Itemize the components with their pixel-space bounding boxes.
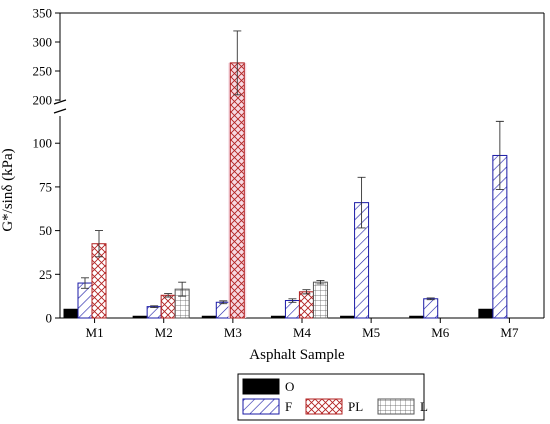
bar-pl-m4 [298, 291, 314, 319]
x-tick-label: M1 [86, 325, 104, 340]
error-bar-l-m4 [316, 279, 325, 285]
error-bar-f-m3 [219, 300, 228, 305]
x-tick-label: M5 [362, 325, 380, 340]
error-bar-f-m2 [150, 305, 159, 308]
legend-label-f: F [285, 399, 292, 414]
error-bar-f-m4 [288, 298, 297, 303]
legend-swatch-pl [305, 398, 343, 415]
error-bar-f-m1 [81, 277, 89, 289]
x-tick-label: M7 [500, 325, 519, 340]
x-tick-label: M4 [293, 325, 312, 340]
y-tick-label: 50 [39, 223, 52, 238]
plot-area: 0 25 50 75 100 200 250 300 350 M1 M2 M3 M4 M5 M6 M7 [33, 6, 545, 340]
y-tick-label: 100 [33, 136, 53, 151]
legend-swatch-l [377, 398, 415, 415]
bar-f-m2 [146, 306, 162, 319]
error-bar-pl-m2 [164, 293, 173, 298]
error-bar-pl-m1 [95, 230, 103, 258]
bar-f-m3 [215, 301, 231, 319]
error-bar-l-m2 [178, 281, 187, 297]
axis-break-mark [53, 99, 67, 114]
error-bar-pl-m3 [233, 30, 242, 96]
y-tick-label: 75 [39, 179, 52, 194]
bar-f-m4 [284, 300, 300, 319]
y-axis-title: G*/sinδ (kPa) [0, 148, 16, 231]
error-bar-f-m7 [495, 120, 504, 190]
bar-o-m4 [270, 315, 286, 319]
bar-pl-m2 [160, 294, 176, 319]
y-tick-label: 250 [33, 64, 53, 79]
error-bar-pl-m4 [302, 289, 311, 295]
bar-o-m1 [63, 308, 79, 319]
bar-o-m2 [132, 315, 148, 319]
bar-o-m6 [409, 315, 425, 319]
bar-o-m3 [201, 315, 217, 319]
legend-swatch-o [242, 378, 280, 395]
x-axis-title: Asphalt Sample [249, 347, 345, 363]
y-tick-label: 350 [33, 6, 53, 21]
error-bar-f-m5 [357, 176, 366, 229]
y-tick-label: 0 [46, 311, 53, 326]
legend-label-l: L [420, 399, 428, 414]
x-tick-label: M6 [431, 325, 450, 340]
error-bar-f-m6 [426, 297, 435, 301]
bar-f-m6 [423, 298, 439, 319]
y-tick-label: 25 [39, 267, 52, 282]
bar-o-m5 [340, 315, 356, 319]
bar-pl-m3 [229, 62, 245, 319]
legend-swatch-f [242, 398, 280, 415]
x-tick-label: M2 [155, 325, 173, 340]
x-tick-label: M3 [224, 325, 242, 340]
bar-l-m4 [312, 281, 328, 319]
bar-o-m7 [478, 308, 494, 319]
legend: OF PL L [237, 373, 428, 421]
legend-label-pl: PL [348, 399, 363, 414]
legend-label-o: O [285, 379, 294, 394]
y-tick-label: 200 [33, 93, 53, 108]
y-tick-label: 300 [33, 35, 53, 50]
